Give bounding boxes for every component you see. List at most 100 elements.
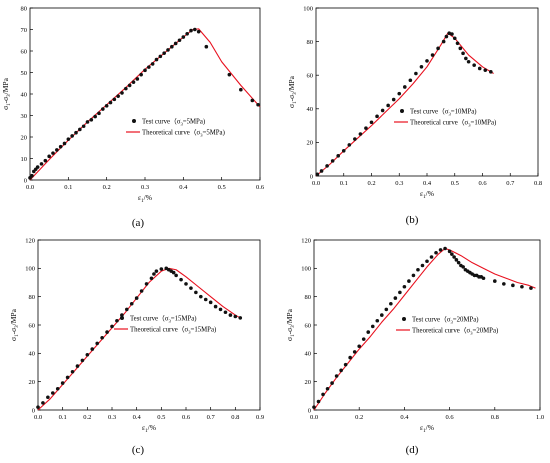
legend-test-label: Test curve（σ3=15MPa) xyxy=(130,315,197,324)
y-axis-label: σ1-σ3/MPa xyxy=(9,308,20,341)
test-data-point xyxy=(452,255,456,259)
x-tick-label: 0.2 xyxy=(367,180,375,187)
test-data-point xyxy=(51,151,55,155)
test-data-point xyxy=(389,301,393,306)
plot-frame xyxy=(313,239,541,411)
test-data-point xyxy=(325,386,330,391)
test-data-point xyxy=(85,352,90,357)
x-tick-label: 0.8 xyxy=(534,180,542,187)
panel-d: 0.0 0.2 0.4 0.6 0.8 1.0020406080100120ε1/%σ1-… xyxy=(285,237,544,456)
test-data-point xyxy=(384,307,389,312)
y-tick-label: 80 xyxy=(307,39,314,46)
test-data-point xyxy=(134,296,139,300)
x-tick-label: 1.0 xyxy=(536,414,544,421)
test-data-point xyxy=(35,165,40,169)
test-data-point xyxy=(213,304,218,309)
test-data-point xyxy=(370,324,375,329)
y-tick-label: 100 xyxy=(303,5,313,12)
y-tick-label: 60 xyxy=(29,322,36,329)
x-tick-label: 0.5 xyxy=(157,414,165,421)
x-axis-label-subscript: 1 xyxy=(423,429,426,434)
x-tick-label: 0.1 xyxy=(340,180,348,187)
x-tick-label: 0.1 xyxy=(59,414,67,421)
test-data-point xyxy=(154,269,159,273)
test-data-point xyxy=(120,313,124,317)
x-tick-label: 0.9 xyxy=(256,414,264,421)
test-data-point xyxy=(90,347,95,351)
test-data-point xyxy=(325,164,329,168)
test-data-point xyxy=(425,59,429,63)
y-tick-label: 120 xyxy=(25,237,35,244)
test-data-point xyxy=(129,301,134,306)
test-data-point xyxy=(80,358,85,363)
y-axis-label-symbol: -σ xyxy=(1,97,10,104)
test-data-point xyxy=(312,405,316,409)
x-axis-label-unit: /% xyxy=(426,189,434,198)
test-data-point xyxy=(472,63,476,67)
test-data-point xyxy=(250,98,255,103)
test-data-point xyxy=(58,144,63,149)
test-data-point xyxy=(150,62,155,66)
panel-label: (a) xyxy=(132,217,145,229)
x-tick-label: 0.2 xyxy=(83,414,91,421)
test-data-point xyxy=(110,324,114,329)
test-data-point xyxy=(452,36,457,41)
test-data-point xyxy=(233,314,238,319)
test-data-point xyxy=(173,41,178,46)
test-data-point xyxy=(443,246,447,251)
test-data-point xyxy=(520,284,524,289)
test-data-point xyxy=(194,290,198,295)
test-data-point xyxy=(315,172,320,177)
test-data-point xyxy=(143,68,147,73)
x-tick-label: 0.3 xyxy=(108,414,116,421)
test-data-point xyxy=(397,91,402,96)
test-data-point xyxy=(93,114,97,119)
legend-theory-text: Theoretical curve（σ xyxy=(130,326,189,334)
x-axis-label-unit: /% xyxy=(426,423,434,432)
test-data-point xyxy=(218,307,223,312)
test-data-point xyxy=(454,258,459,262)
test-data-point xyxy=(170,44,174,49)
test-data-point xyxy=(447,31,452,35)
test-data-point xyxy=(407,279,411,283)
test-data-point xyxy=(30,173,34,178)
legend-test-text: =20MPa) xyxy=(453,317,479,324)
y-tick-label: 50 xyxy=(21,70,28,77)
y-axis-label-symbol: σ xyxy=(287,104,296,108)
panel-label: (d) xyxy=(406,444,419,456)
test-data-point xyxy=(81,124,86,129)
test-data-point xyxy=(380,313,384,317)
test-data-point xyxy=(184,282,188,286)
plot-frame xyxy=(37,239,261,411)
test-data-point xyxy=(375,318,380,323)
legend-theory-label: Theoretical curve（σ3=15MPa) xyxy=(130,326,216,335)
test-data-point xyxy=(343,362,348,367)
x-tick-label: 0.7 xyxy=(207,414,216,421)
x-tick-label: 0.5 xyxy=(218,184,226,191)
test-data-point xyxy=(139,289,144,293)
test-data-point xyxy=(108,100,113,105)
test-data-point xyxy=(152,272,156,276)
y-axis-label-subscript: 3 xyxy=(7,94,12,97)
theoretical-curve-line xyxy=(29,28,261,181)
y-tick-label: 20 xyxy=(21,134,28,141)
y-tick-label: 20 xyxy=(29,379,36,386)
test-data-point xyxy=(502,282,506,286)
test-data-point xyxy=(420,263,425,268)
y-tick-label: 100 xyxy=(25,266,35,273)
y-axis-label-unit: /MPa xyxy=(287,75,296,92)
test-data-point xyxy=(208,300,213,305)
x-axis-label: ε1/% xyxy=(420,189,434,200)
legend-test-subscript: 3 xyxy=(448,111,451,116)
test-data-point xyxy=(162,51,166,55)
test-data-point xyxy=(347,143,352,147)
test-data-point xyxy=(74,130,78,135)
test-data-point xyxy=(411,273,416,278)
panel-label: (c) xyxy=(132,444,145,456)
test-data-point xyxy=(65,375,70,380)
legend-theory-label: Theoretical curve（σ3=5MPa) xyxy=(142,129,225,138)
test-data-point xyxy=(70,134,74,138)
x-tick-label: 0.6 xyxy=(182,414,191,421)
test-data-point xyxy=(199,294,203,299)
x-tick-label: 0.6 xyxy=(256,184,265,191)
